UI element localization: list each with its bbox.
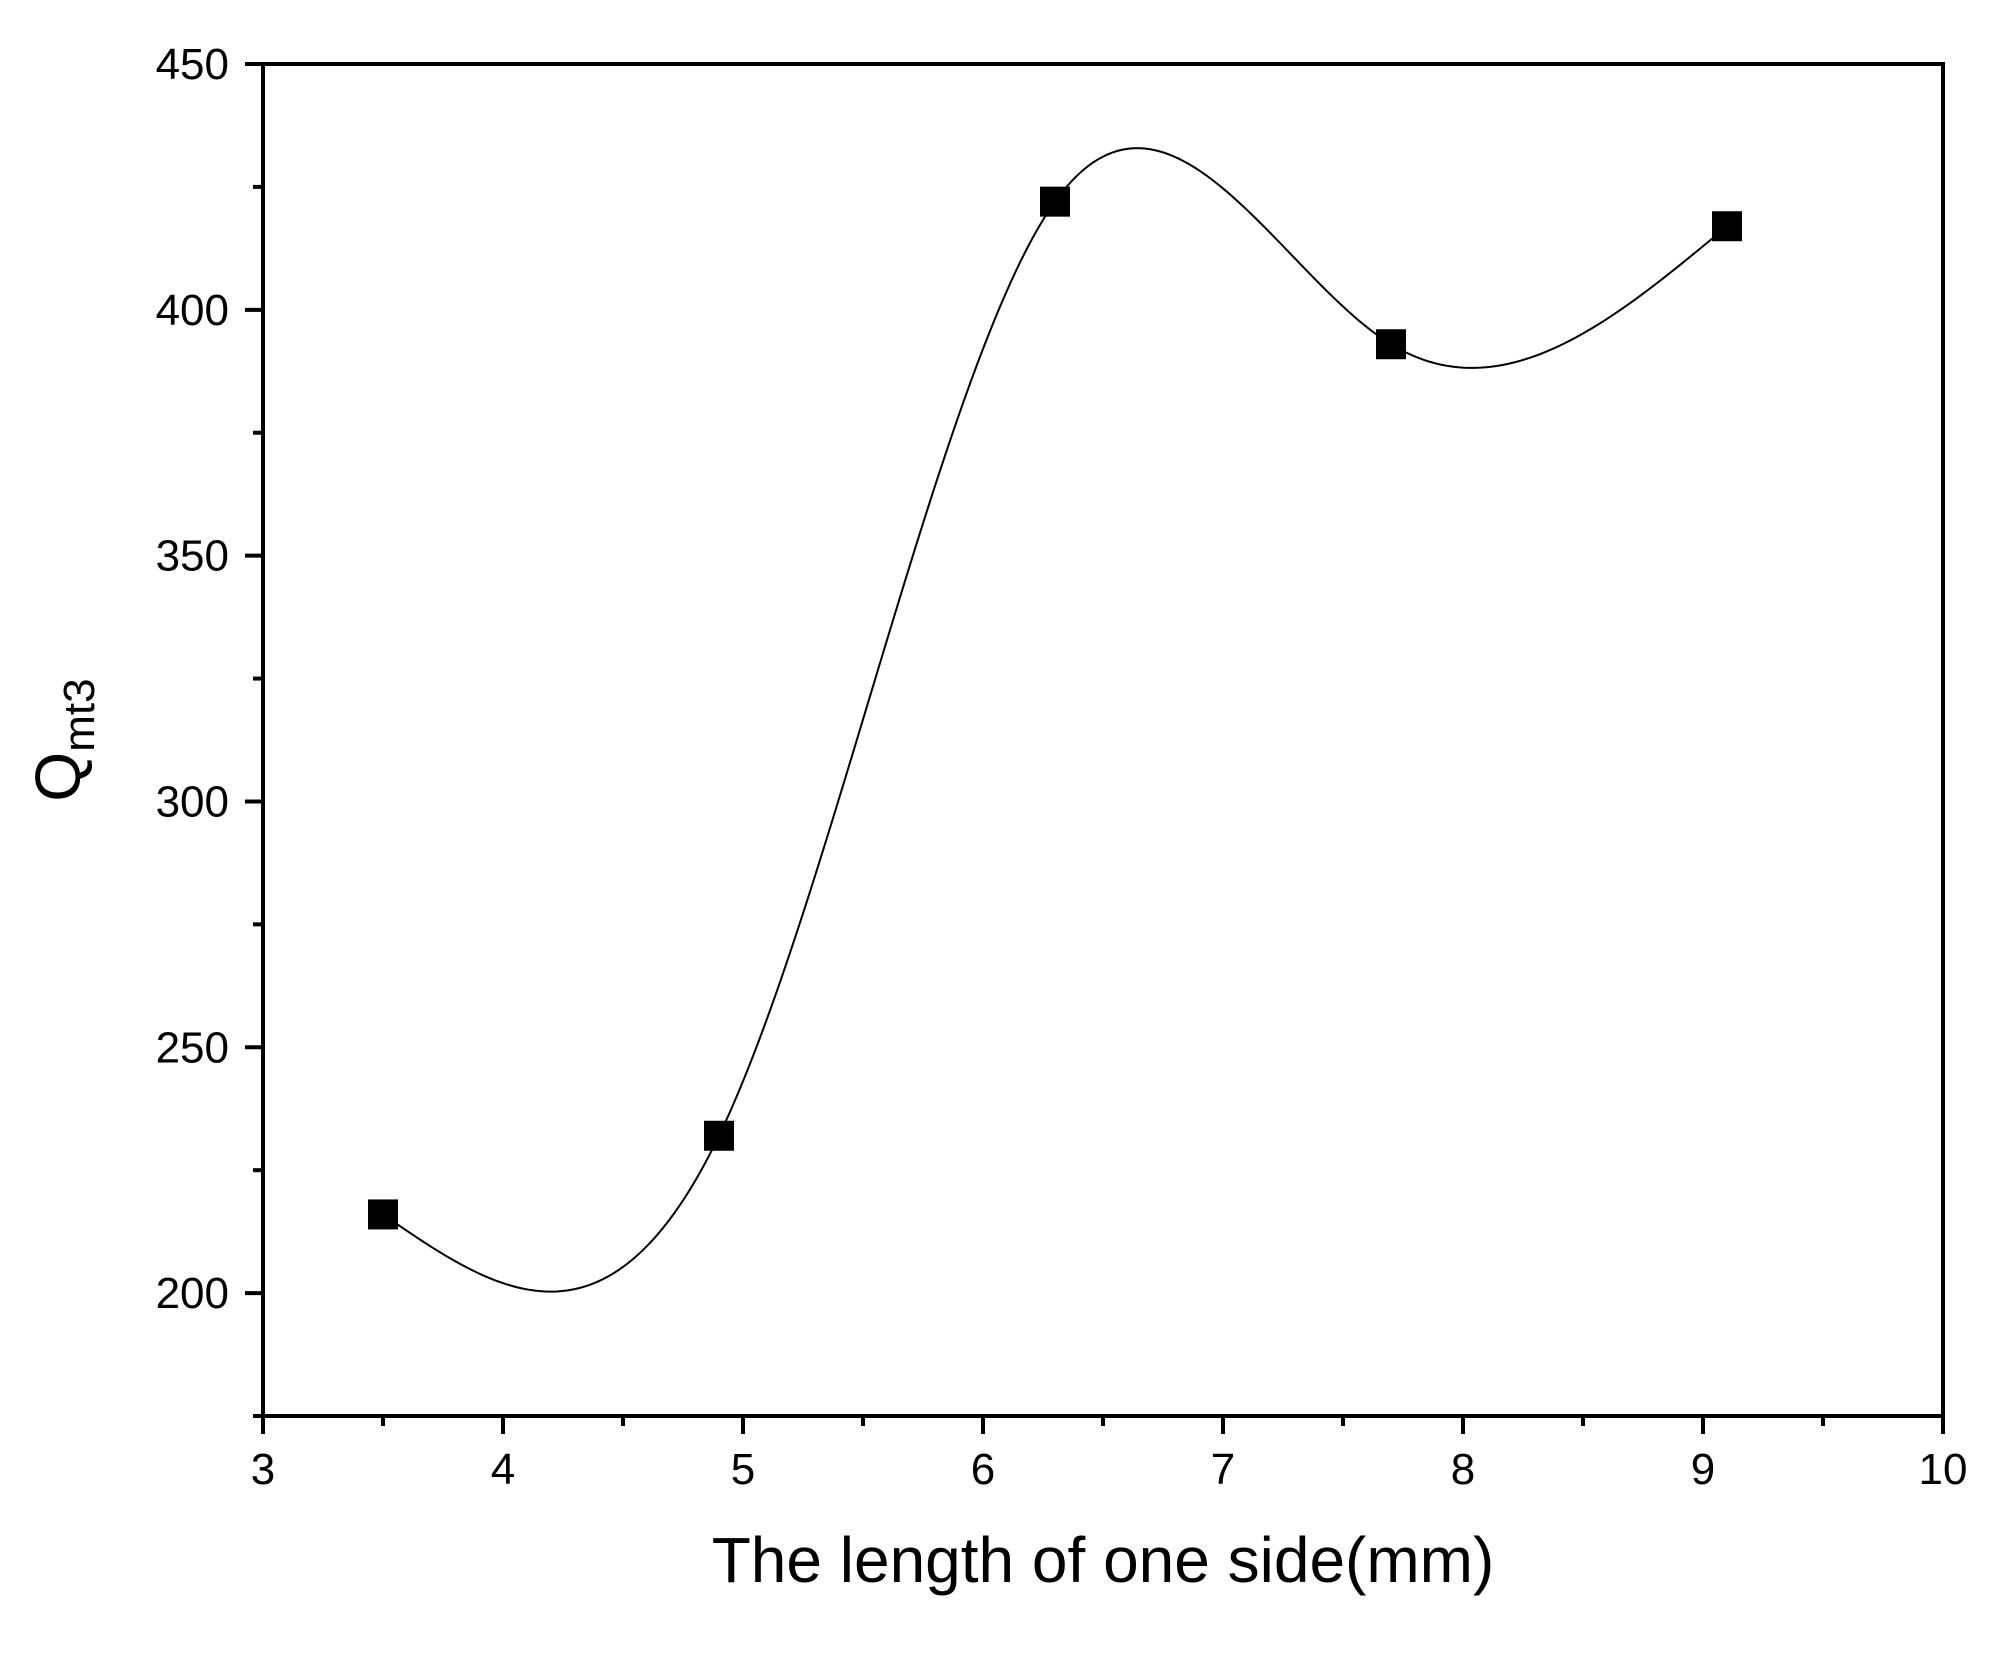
x-tick-label: 7 [1211, 1445, 1235, 1494]
y-tick-label: 350 [156, 532, 229, 581]
data-points [368, 186, 1742, 1230]
axis-ticks [245, 62, 1945, 1434]
data-point [1376, 329, 1406, 360]
x-tick-label: 8 [1451, 1445, 1475, 1494]
data-point [368, 1199, 398, 1230]
y-tick-label: 300 [156, 777, 229, 826]
y-axis-title-subscript: mt3 [55, 678, 104, 751]
plot-frame [261, 62, 1945, 1418]
x-axis-title: The length of one side(mm) [712, 1524, 1495, 1596]
x-tick-label: 3 [251, 1445, 275, 1494]
data-point [704, 1120, 734, 1151]
y-tick-label: 450 [156, 40, 229, 89]
x-tick-label: 10 [1919, 1445, 1968, 1494]
x-tick-label: 4 [491, 1445, 515, 1494]
y-tick-label: 400 [156, 286, 229, 335]
axis-tick-labels: 3 4 5 6 7 8 9 10 200 250 300 350 400 450 [156, 40, 1968, 1494]
fit-curve [382, 147, 1728, 1293]
data-point [1040, 186, 1070, 217]
y-tick-label: 200 [156, 1269, 229, 1318]
x-tick-label: 9 [1691, 1445, 1715, 1494]
y-axis-title-main: Q [22, 752, 94, 802]
y-axis-title: Qmt3 [22, 678, 104, 801]
x-tick-label: 5 [731, 1445, 755, 1494]
y-tick-label: 250 [156, 1023, 229, 1072]
data-point [1712, 211, 1742, 242]
x-tick-label: 6 [971, 1445, 995, 1494]
